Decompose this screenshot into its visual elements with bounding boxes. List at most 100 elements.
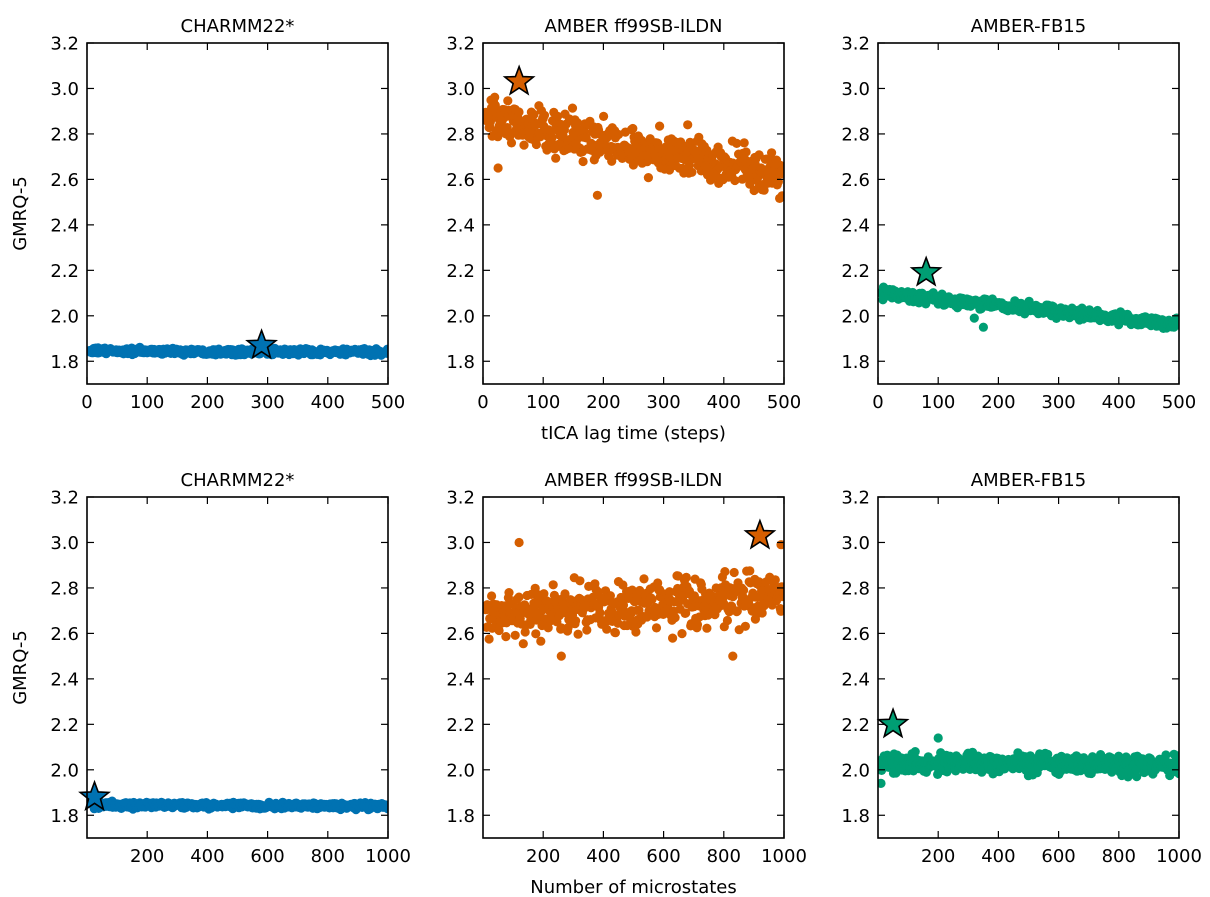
y-tick-label: 1.8 bbox=[50, 352, 79, 373]
y-tick-label: 3.2 bbox=[50, 488, 79, 509]
data-point bbox=[571, 616, 581, 626]
data-point bbox=[616, 592, 626, 603]
data-point bbox=[592, 190, 603, 200]
data-point bbox=[518, 639, 528, 649]
y-tick-label: 2.0 bbox=[841, 760, 870, 781]
data-point bbox=[739, 138, 749, 148]
data-point bbox=[681, 572, 691, 583]
data-point bbox=[573, 629, 583, 639]
panel-title: AMBER ff99SB-ILDN bbox=[544, 470, 722, 491]
data-point bbox=[383, 804, 388, 814]
y-tick-label: 2.0 bbox=[446, 760, 475, 781]
data-point bbox=[683, 120, 693, 130]
data-point bbox=[582, 625, 592, 635]
x-tick-label: 400 bbox=[190, 846, 224, 867]
data-point bbox=[933, 733, 943, 743]
panel-3: 0 100 200 300 400 500 1.8 2.0 2.2 2.4 2.6 2.8 3.0 3.2… bbox=[841, 16, 1196, 413]
x-tick-label: 0 bbox=[872, 392, 883, 413]
y-tick-label: 3.0 bbox=[446, 79, 475, 100]
y-tick-label: 2.8 bbox=[50, 124, 79, 145]
y-tick-label: 3.0 bbox=[50, 533, 79, 554]
y-tick-label: 2.4 bbox=[841, 669, 870, 690]
y-tick-label: 2.2 bbox=[446, 261, 475, 282]
y-tick-label: 2.6 bbox=[841, 170, 870, 191]
best-model-star bbox=[909, 255, 943, 287]
x-tick-label: 0 bbox=[477, 392, 488, 413]
y-tick-label: 3.0 bbox=[446, 533, 475, 554]
x-tick-label: 100 bbox=[130, 392, 164, 413]
data-point bbox=[539, 110, 550, 120]
x-tick-label: 400 bbox=[586, 846, 620, 867]
data-point bbox=[567, 103, 578, 113]
best-model-star bbox=[876, 707, 910, 739]
data-point bbox=[599, 111, 609, 121]
y-tick-label: 3.2 bbox=[446, 34, 475, 55]
data-point bbox=[519, 140, 529, 150]
y-axis-label: GMRQ-5 bbox=[10, 176, 31, 251]
y-tick-label: 2.8 bbox=[841, 124, 870, 145]
y-tick-label: 1.8 bbox=[841, 352, 870, 373]
y-tick-label: 2.2 bbox=[50, 715, 79, 736]
x-tick-label: 800 bbox=[707, 846, 741, 867]
x-tick-label: 500 bbox=[371, 392, 405, 413]
data-point bbox=[687, 167, 697, 177]
y-tick-label: 1.8 bbox=[841, 806, 870, 827]
scatter-points bbox=[483, 537, 784, 661]
x-tick-label: 800 bbox=[311, 846, 345, 867]
data-point bbox=[487, 591, 497, 601]
data-point bbox=[1172, 751, 1179, 761]
y-tick-label: 2.6 bbox=[50, 624, 79, 645]
x-tick-label: 400 bbox=[707, 392, 741, 413]
data-point bbox=[770, 575, 780, 585]
best-model-star bbox=[78, 779, 111, 812]
y-tick-label: 1.8 bbox=[446, 352, 475, 373]
panel-5: 200 400 600 800 1000 1.8 2.0 2.2 2.4 2.6 2.8 3.0 3.2… bbox=[446, 470, 807, 897]
scatter-points bbox=[878, 282, 1179, 333]
plot-frame bbox=[86, 42, 389, 385]
data-point bbox=[910, 747, 920, 757]
data-point bbox=[978, 322, 989, 332]
y-tick-label: 2.2 bbox=[841, 261, 870, 282]
data-point bbox=[595, 608, 605, 618]
y-tick-label: 2.4 bbox=[841, 215, 870, 236]
data-point bbox=[484, 634, 494, 644]
y-tick-label: 3.0 bbox=[50, 79, 79, 100]
best-model-star bbox=[743, 518, 777, 550]
data-point bbox=[969, 313, 979, 323]
y-tick-label: 2.4 bbox=[50, 669, 79, 690]
best-model-star bbox=[245, 328, 279, 360]
data-point bbox=[757, 608, 767, 618]
plot-frame bbox=[877, 496, 1180, 839]
y-tick-label: 2.0 bbox=[841, 306, 870, 327]
data-point bbox=[536, 636, 546, 646]
y-tick-label: 2.8 bbox=[841, 578, 870, 599]
data-point bbox=[732, 138, 742, 148]
data-point bbox=[383, 347, 388, 357]
data-point bbox=[531, 139, 542, 150]
panel-title: AMBER-FB15 bbox=[971, 470, 1086, 491]
data-point bbox=[651, 623, 662, 633]
data-point bbox=[501, 632, 511, 642]
data-point bbox=[1174, 769, 1179, 779]
data-point bbox=[560, 589, 570, 599]
data-point bbox=[655, 121, 665, 131]
data-point bbox=[730, 175, 740, 186]
y-tick-label: 2.6 bbox=[841, 624, 870, 645]
data-point bbox=[490, 92, 500, 102]
panel-4: 200 400 600 800 1000 1.8 2.0 2.2 2.4 2.6 2.8 3.0 3.2… bbox=[10, 470, 411, 867]
data-point bbox=[551, 153, 561, 163]
y-tick-label: 2.8 bbox=[446, 124, 475, 145]
data-point bbox=[779, 587, 784, 598]
data-point bbox=[739, 585, 749, 595]
data-point bbox=[670, 613, 680, 623]
data-point bbox=[773, 177, 784, 187]
y-tick-label: 2.4 bbox=[50, 215, 79, 236]
x-tick-label: 0 bbox=[81, 392, 92, 413]
y-tick-label: 2.8 bbox=[50, 578, 79, 599]
data-point bbox=[543, 623, 553, 633]
data-point bbox=[602, 624, 612, 634]
data-point bbox=[668, 633, 678, 643]
data-point bbox=[539, 589, 549, 599]
x-tick-label: 300 bbox=[250, 392, 284, 413]
